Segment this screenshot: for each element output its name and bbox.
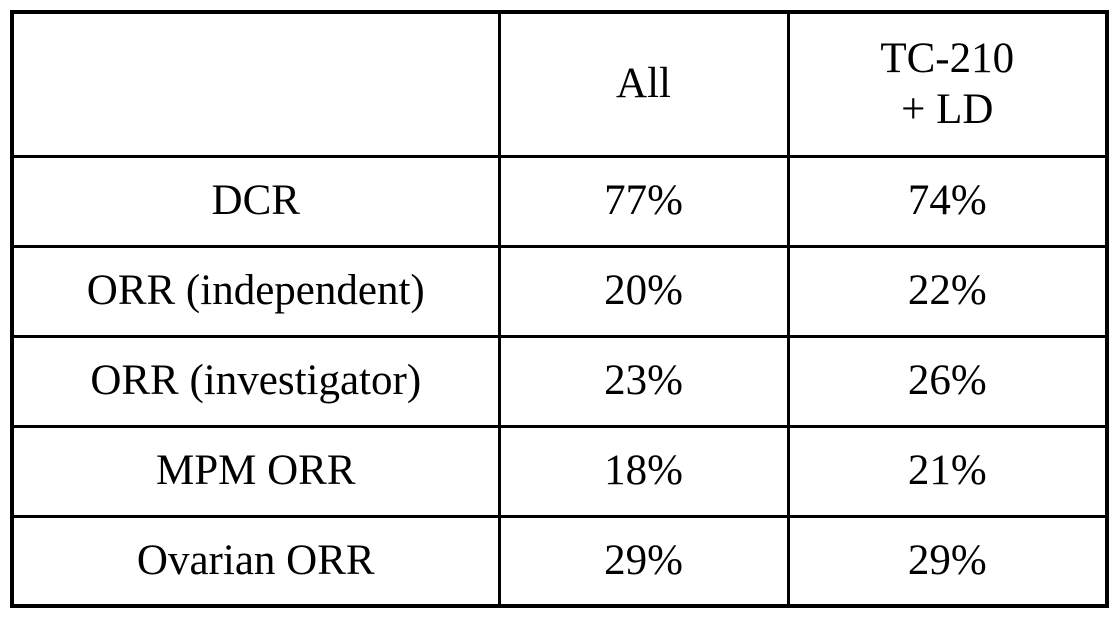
table-row-orr-investigator: ORR (investigator) 23% 26% (10, 334, 1109, 428)
row-label: MPM ORR (10, 424, 501, 518)
header-all-cell: All (497, 10, 790, 158)
row-label: DCR (10, 154, 501, 248)
table-row-ovarian-orr: Ovarian ORR 29% 29% (10, 514, 1109, 608)
value-all: 18% (497, 424, 790, 518)
header-tc210-ld-cell: TC-210 + LD (786, 10, 1109, 158)
table-row-orr-independent: ORR (independent) 20% 22% (10, 244, 1109, 338)
row-label: Ovarian ORR (10, 514, 501, 608)
value-all: 77% (497, 154, 790, 248)
value-all: 23% (497, 334, 790, 428)
row-label: ORR (investigator) (10, 334, 501, 428)
value-tc210-ld: 21% (786, 424, 1109, 518)
value-tc210-ld: 74% (786, 154, 1109, 248)
row-label: ORR (independent) (10, 244, 501, 338)
results-table: All TC-210 + LD DCR 77% 74% ORR (indepen… (10, 10, 1109, 608)
value-tc210-ld: 26% (786, 334, 1109, 428)
value-tc210-ld: 22% (786, 244, 1109, 338)
table-row-mpm-orr: MPM ORR 18% 21% (10, 424, 1109, 518)
value-tc210-ld: 29% (786, 514, 1109, 608)
value-all: 29% (497, 514, 790, 608)
header-row: All TC-210 + LD (10, 10, 1109, 158)
header-empty-cell (10, 10, 501, 158)
value-all: 20% (497, 244, 790, 338)
table-row-dcr: DCR 77% 74% (10, 154, 1109, 248)
